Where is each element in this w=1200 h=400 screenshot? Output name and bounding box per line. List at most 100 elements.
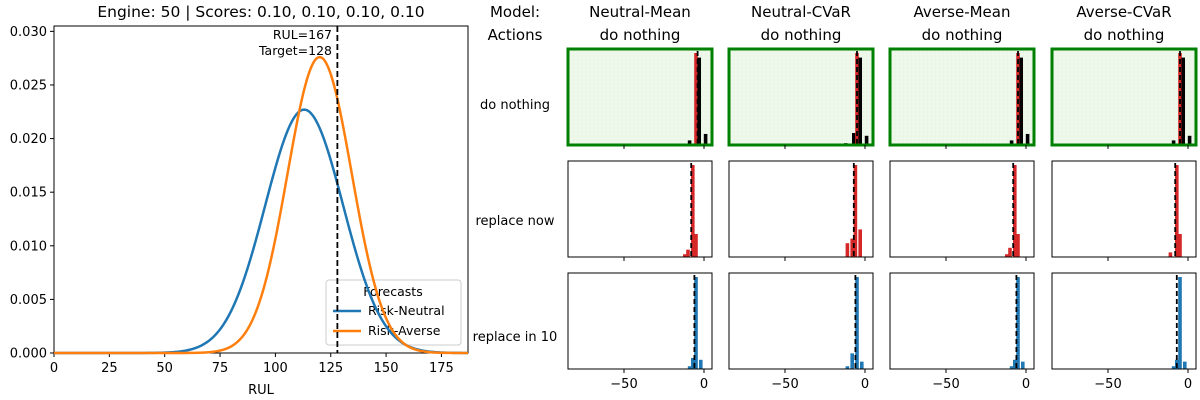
histogram-bar: [1181, 57, 1185, 145]
panel-x-tick-label: 0: [1184, 377, 1192, 392]
histogram-bar: [694, 234, 698, 257]
y-tick-label: 0.015: [10, 186, 47, 201]
x-tick-label: 100: [263, 361, 288, 376]
annotation-group: RUL=167 Target=128: [258, 27, 332, 58]
row-label-replace-now: replace now: [476, 214, 555, 229]
histogram-bar: [1016, 234, 1020, 257]
histogram-panel: [889, 160, 1035, 261]
panel-highlight-background: [1052, 49, 1196, 145]
panel-highlight-background: [729, 49, 873, 145]
panel-frame: [1050, 47, 1198, 147]
panel-frame: [889, 272, 1035, 370]
legend-box: [325, 279, 462, 346]
histogram-panel: −50 0: [728, 272, 874, 392]
histogram-bar: [683, 254, 687, 257]
panel-highlight-background: [890, 49, 1034, 145]
histogram-panel: [566, 47, 714, 149]
chosen-action-averse-cvar: do nothing: [1084, 26, 1165, 44]
histogram-bar: [687, 366, 692, 369]
histogram-bar: [850, 353, 854, 369]
histogram-bar: [1175, 165, 1179, 257]
histogram-bar: [860, 361, 864, 369]
forecast-chart: Engine: 50 | Scores: 0.10, 0.10, 0.10, 0…: [53, 3, 469, 398]
panel-highlight-background: [568, 49, 712, 145]
histogram-panel: [728, 160, 874, 261]
panel-x-tick-label: 0: [861, 377, 869, 392]
histogram-bar: [1171, 366, 1176, 369]
y-tick-label: 0.010: [10, 239, 47, 254]
model-header: Model:: [490, 3, 540, 21]
histogram-bar: [1187, 135, 1192, 145]
histogram-bar: [703, 133, 708, 145]
x-tick-label: 25: [101, 361, 118, 376]
chosen-action-neutral-mean: do nothing: [600, 26, 681, 44]
plot-frame: [53, 25, 469, 354]
series-line-risk-averse: [54, 55, 468, 355]
panel-x-tick-label: −50: [771, 377, 798, 392]
histogram-bar: [852, 133, 856, 145]
actions-header: Actions: [488, 26, 543, 44]
histogram-panel: [1050, 47, 1198, 149]
panel-x-tick-label: −50: [610, 377, 637, 392]
y-tick-label: 0.005: [10, 293, 47, 308]
histogram-bar: [1025, 133, 1030, 145]
chart-marks: 0 25 50 75 100 125 150 175 0.000 0.005 0.010 0.015 0…: [10, 25, 1198, 392]
histogram-bar: [1013, 165, 1017, 257]
panel-frame: [566, 47, 714, 147]
histogram-bar: [686, 249, 690, 257]
chart-title: Engine: 50 | Scores: 0.10, 0.10, 0.10, 0…: [97, 3, 424, 21]
model-name-neutral-mean: Neutral-Mean: [589, 3, 691, 21]
histogram-bar: [845, 366, 850, 369]
histogram-bar: [691, 357, 695, 369]
histogram-bar: [864, 135, 869, 145]
x-axis-label: RUL: [248, 383, 275, 398]
histogram-panel: [1051, 160, 1197, 261]
panel-frame: [1051, 272, 1197, 370]
histogram-bar: [694, 53, 698, 145]
panel-x-tick-label: 0: [700, 377, 708, 392]
histogram-bar: [691, 165, 695, 257]
panel-frame: [889, 160, 1035, 258]
histogram-panel: [727, 47, 875, 149]
panel-frame: [728, 272, 874, 370]
histogram-bar: [699, 359, 703, 369]
histogram-bar: [1013, 359, 1017, 369]
histogram-bar: [850, 238, 854, 257]
model-name-averse-mean: Averse-Mean: [914, 3, 1011, 21]
y-tick-label: 0.025: [10, 78, 47, 93]
histogram-bar: [858, 57, 862, 145]
x-tick-label: 50: [156, 361, 173, 376]
model-name-neutral-cvar: Neutral-CVaR: [751, 3, 851, 21]
x-tick-label: 75: [212, 361, 229, 376]
histogram-bar: [855, 277, 859, 369]
x-tick-label: 125: [318, 361, 343, 376]
histogram-bar: [1019, 57, 1023, 145]
histogram-bar: [1021, 361, 1025, 369]
grid-headers: Model: Actions Neutral-Mean do nothing N…: [473, 3, 1172, 345]
histogram-bar: [1171, 140, 1176, 145]
panel-frame: [567, 160, 713, 258]
legend-label-risk-averse: Risk-Averse: [368, 323, 441, 338]
histogram-bar: [1009, 366, 1014, 369]
model-name-averse-cvar: Averse-CVaR: [1076, 3, 1171, 21]
x-tick-label: 0: [50, 361, 58, 376]
y-tick-label: 0.020: [10, 132, 47, 147]
histogram-bar: [1178, 234, 1182, 257]
histogram-bar: [1183, 361, 1187, 369]
histogram-bar: [1009, 140, 1014, 145]
row-label-replace-in-10: replace in 10: [473, 330, 558, 345]
panel-frame: [1051, 160, 1197, 258]
row-label-do-nothing: do nothing: [480, 98, 550, 113]
annotation-target: Target=128: [258, 43, 332, 58]
histogram-bar: [694, 277, 698, 369]
panel-x-tick-label: 0: [1022, 377, 1030, 392]
histogram-panel: −50 0: [567, 272, 713, 392]
histogram-panel: [888, 47, 1036, 149]
histogram-bar: [845, 243, 850, 257]
histogram-panel: [567, 160, 713, 261]
histogram-panel: −50 0: [889, 272, 1035, 392]
x-tick-label: 150: [374, 361, 399, 376]
histogram-bar: [687, 140, 692, 145]
